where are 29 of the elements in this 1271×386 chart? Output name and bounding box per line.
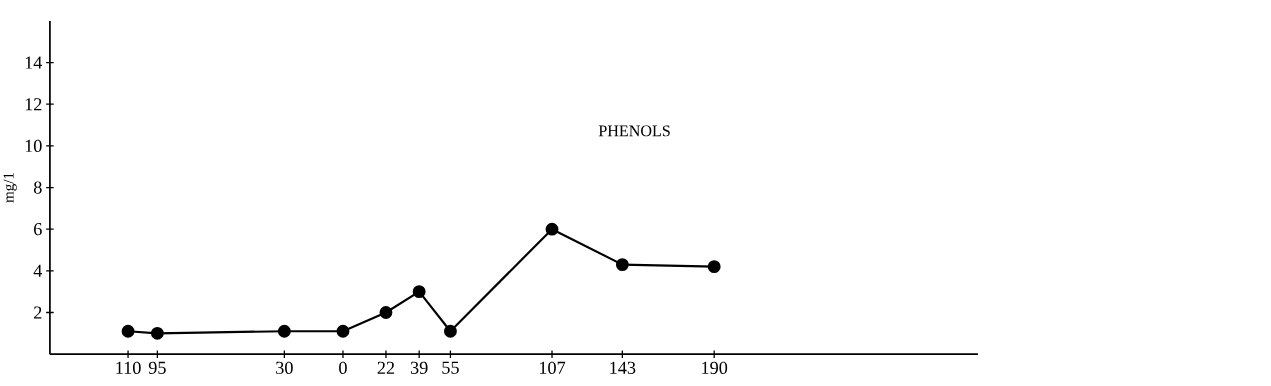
point [379, 306, 393, 320]
x-tick-label: 107 [539, 361, 566, 375]
x-tick-label: 110 [116, 361, 141, 375]
point [615, 258, 629, 272]
point [412, 285, 426, 299]
y-tick-label: 14 [25, 56, 43, 69]
x-tick-label: 190 [702, 361, 728, 375]
annotation: PHENOLS [598, 125, 670, 137]
point [707, 260, 721, 274]
x-tick-label: 39 [410, 361, 428, 375]
x-tick-label: 95 [148, 361, 166, 375]
point [545, 222, 559, 236]
y-tick-label: 8 [33, 181, 42, 194]
y-tick-label: 10 [25, 139, 42, 153]
point [121, 325, 135, 338]
point [277, 325, 291, 338]
x-tick-label: 0 [339, 361, 347, 375]
x-tick-label: 30 [276, 361, 293, 375]
x-tick-label: 55 [442, 361, 459, 375]
x-tick-label: 143 [610, 361, 636, 375]
y-tick-label: 4 [33, 265, 43, 278]
point [443, 325, 457, 338]
point [150, 327, 164, 340]
y-tick-label: 12 [25, 98, 42, 111]
y-tick-label: 2 [34, 306, 42, 319]
point [336, 325, 350, 338]
y-tick-label: 6 [34, 223, 42, 236]
y-axis-title: mg/1 [3, 173, 17, 203]
x-tick-label: 22 [377, 361, 395, 374]
